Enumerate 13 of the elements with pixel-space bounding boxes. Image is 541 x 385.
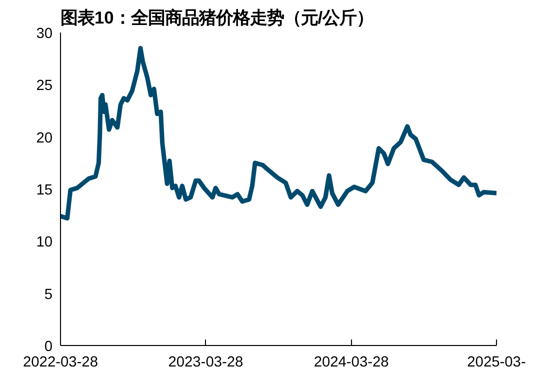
y-tick-label: 15 — [36, 182, 53, 198]
x-tick-label: 2025-03- — [467, 354, 526, 370]
y-tick-label: 5 — [44, 286, 53, 303]
y-tick-label: 25 — [36, 78, 53, 94]
x-tick-label: 2023-03-28 — [168, 354, 244, 370]
line-series — [60, 46, 496, 220]
y-tick-label: 20 — [36, 130, 53, 146]
y-tick-label: 0 — [44, 339, 53, 355]
y-tick-label: 10 — [36, 234, 53, 251]
x-tick-label: 2022-03-28 — [23, 354, 98, 370]
y-tick-label: 30 — [36, 26, 53, 42]
x-tick-label: 2024-03-28 — [314, 354, 389, 370]
chart-title: 图表10：全国商品猪价格走势（元/公斤） — [60, 8, 374, 28]
